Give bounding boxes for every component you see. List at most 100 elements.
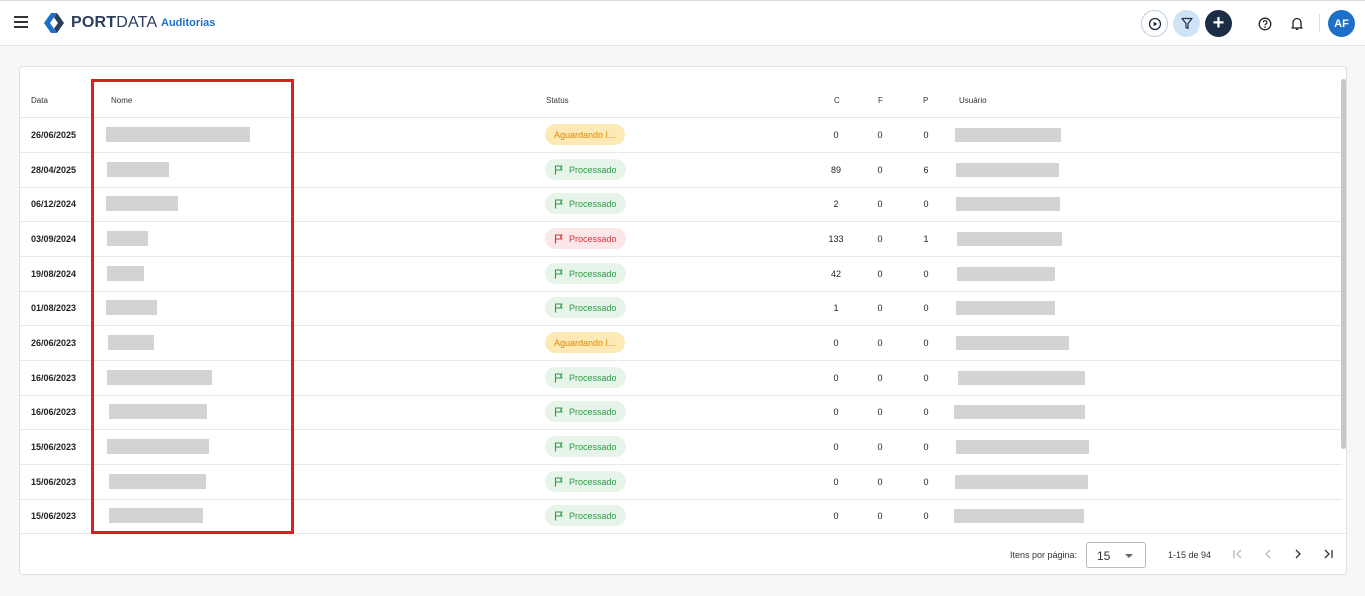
redacted-name (107, 266, 144, 281)
cell-date: 19/08/2024 (31, 269, 77, 279)
flag-icon (554, 441, 563, 451)
add-icon: + (1212, 12, 1225, 34)
cell-p: 0 (923, 130, 929, 140)
user-avatar[interactable]: AF (1328, 10, 1355, 37)
cell-p: 0 (923, 477, 929, 487)
cell-f: 0 (877, 511, 883, 521)
table-row[interactable]: 15/06/2023 Processado 0 0 0 (20, 430, 1342, 465)
status-badge[interactable]: Processado (545, 436, 626, 457)
flag-icon (554, 510, 563, 520)
menu-icon[interactable] (14, 16, 28, 28)
redacted-name (107, 439, 209, 454)
table-footer: Itens por página: 15 1-15 de 94 (20, 533, 1346, 574)
cell-c: 0 (833, 511, 839, 521)
redacted-user (955, 475, 1088, 489)
redacted-name (106, 127, 250, 142)
status-badge[interactable]: Processado (545, 367, 626, 388)
prev-page-icon[interactable] (1260, 546, 1276, 562)
status-badge[interactable]: Processado (545, 228, 626, 249)
status-badge[interactable]: Aguardando I... (545, 124, 625, 145)
redacted-name (107, 231, 148, 246)
flag-icon (554, 302, 563, 312)
add-button[interactable]: + (1205, 10, 1232, 37)
column-header-p[interactable]: P (923, 96, 929, 105)
status-badge[interactable]: Processado (545, 471, 626, 492)
cell-date: 15/06/2023 (31, 442, 77, 452)
status-badge[interactable]: Processado (545, 193, 626, 214)
status-label: Processado (569, 198, 617, 209)
flag-icon (554, 268, 563, 278)
cell-f: 0 (877, 199, 883, 209)
cell-p: 0 (923, 269, 929, 279)
status-badge[interactable]: Processado (545, 297, 626, 318)
cell-c: 42 (830, 269, 841, 279)
table-row[interactable]: 16/06/2023 Processado 0 0 0 (20, 395, 1342, 430)
status-badge[interactable]: Processado (545, 505, 626, 526)
redacted-name (109, 404, 207, 419)
bell-icon (1290, 17, 1303, 30)
column-header-usuario[interactable]: Usuário (959, 96, 987, 105)
status-badge[interactable]: Aguardando I... (545, 332, 625, 353)
section-title-auditorias[interactable]: Auditorias (161, 17, 216, 29)
table-row[interactable]: 26/06/2023 Aguardando I... 0 0 0 (20, 326, 1342, 361)
top-border (0, 0, 1365, 1)
table-row[interactable]: 06/12/2024 Processado 2 0 0 (20, 187, 1342, 222)
status-label: Processado (569, 164, 617, 175)
redacted-user (956, 301, 1055, 315)
status-badge[interactable]: Processado (545, 401, 626, 422)
cell-p: 0 (923, 303, 929, 313)
status-label: Processado (569, 233, 617, 244)
redacted-user (954, 509, 1084, 523)
table-row[interactable]: 15/06/2023 Processado 0 0 0 (20, 499, 1342, 534)
cell-p: 6 (923, 165, 929, 175)
last-page-icon[interactable] (1320, 546, 1336, 562)
table-row[interactable]: 16/06/2023 Processado 0 0 0 (20, 361, 1342, 396)
status-badge[interactable]: Processado (545, 159, 626, 180)
column-header-status[interactable]: Status (546, 96, 569, 105)
column-header-data[interactable]: Data (31, 96, 48, 105)
cell-f: 0 (877, 477, 883, 487)
cell-p: 0 (923, 407, 929, 417)
redacted-user (958, 371, 1085, 385)
redacted-user (957, 232, 1062, 246)
flag-icon (554, 476, 563, 486)
table-row[interactable]: 28/04/2025 Processado 89 0 6 (20, 153, 1342, 188)
cell-f: 0 (877, 407, 883, 417)
status-badge[interactable]: Processado (545, 263, 626, 284)
flag-icon (554, 406, 563, 416)
column-header-c[interactable]: C (834, 96, 840, 105)
vertical-scrollbar[interactable] (1341, 79, 1346, 449)
flag-icon (554, 198, 563, 208)
table-row[interactable]: 03/09/2024 Processado 133 0 1 (20, 222, 1342, 257)
help-icon (1258, 17, 1271, 30)
redacted-user (956, 163, 1059, 177)
play-button[interactable] (1141, 10, 1168, 37)
table-row[interactable]: 26/06/2025 Aguardando I... 0 0 0 (20, 118, 1342, 153)
cell-p: 0 (923, 338, 929, 348)
status-label: Processado (569, 441, 617, 452)
redacted-user (956, 440, 1089, 454)
column-header-nome[interactable]: Nome (111, 96, 133, 105)
cell-c: 133 (828, 234, 844, 244)
redacted-name (109, 508, 203, 523)
cell-f: 0 (877, 234, 883, 244)
notifications-button[interactable] (1283, 10, 1310, 37)
cell-date: 26/06/2023 (31, 338, 77, 348)
table-row[interactable]: 15/06/2023 Processado 0 0 0 (20, 465, 1342, 500)
table-row[interactable]: 19/08/2024 Processado 42 0 0 (20, 257, 1342, 292)
first-page-icon[interactable] (1230, 546, 1246, 562)
cell-date: 26/06/2025 (31, 130, 77, 140)
redacted-user (957, 267, 1055, 281)
table-row[interactable]: 01/08/2023 Processado 1 0 0 (20, 291, 1342, 326)
items-per-page-select[interactable]: 15 (1086, 542, 1146, 568)
cell-date: 15/06/2023 (31, 511, 77, 521)
column-header-f[interactable]: F (878, 96, 883, 105)
next-page-icon[interactable] (1290, 546, 1306, 562)
cell-date: 01/08/2023 (31, 303, 77, 313)
redacted-name (108, 335, 154, 350)
help-button[interactable] (1251, 10, 1278, 37)
cell-c: 0 (833, 477, 839, 487)
cell-p: 1 (923, 234, 929, 244)
redacted-name (109, 474, 206, 489)
filter-button[interactable] (1173, 10, 1200, 37)
